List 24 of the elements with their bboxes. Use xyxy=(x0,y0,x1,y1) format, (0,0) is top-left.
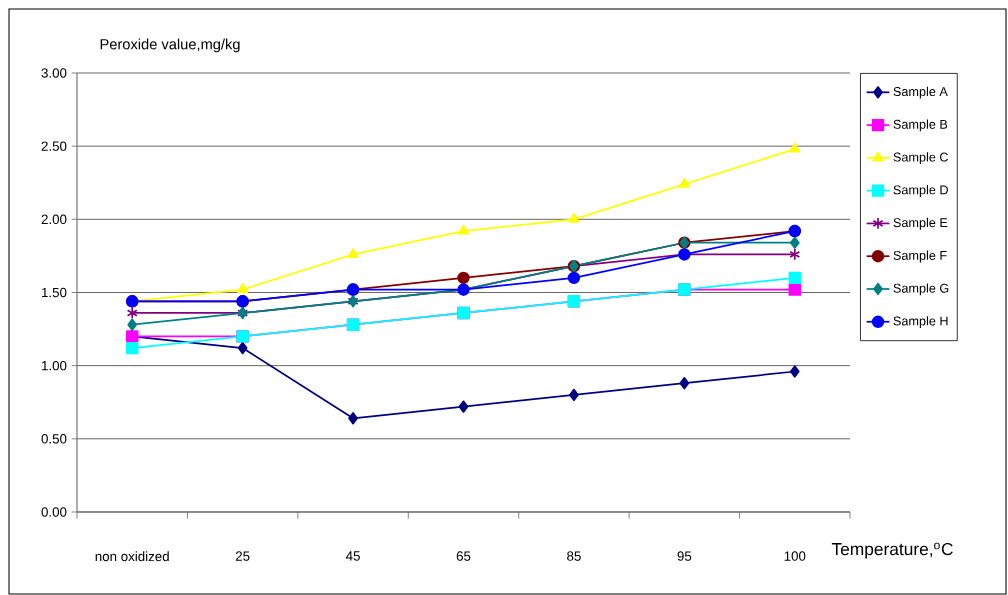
y-axis-title: Peroxide value,mg/kg xyxy=(100,38,240,53)
legend-label: Sample D xyxy=(893,185,948,197)
legend-label: Sample A xyxy=(893,86,948,99)
y-tick-label: 1.50 xyxy=(42,287,67,298)
legend-label: Sample H xyxy=(893,316,948,328)
x-tick-label: 85 xyxy=(567,551,581,561)
x-axis-title: Temperature,$^{o}$C xyxy=(831,542,953,559)
y-tick-label: 0.00 xyxy=(41,507,67,517)
legend-label: Sample G xyxy=(893,283,949,296)
x-tick-label: 45 xyxy=(345,551,360,561)
y-tick-label: 2.50 xyxy=(41,141,67,151)
x-tick-label: 65 xyxy=(456,551,471,561)
x-tick-label: non oxidized xyxy=(95,551,169,562)
legend-label: Sample C xyxy=(893,152,949,165)
legend-label: Sample F xyxy=(893,250,947,263)
y-tick-label: 1.00 xyxy=(42,360,67,371)
y-tick-label: 3.00 xyxy=(41,68,67,78)
x-tick-label: 95 xyxy=(677,551,692,561)
y-tick-label: 0.50 xyxy=(41,434,67,444)
x-tick-label: 100 xyxy=(784,551,806,561)
y-tick-label: 2.00 xyxy=(41,214,67,225)
legend-label: Sample B xyxy=(893,119,948,132)
x-tick-label: 25 xyxy=(235,551,250,561)
legend-label: Sample E xyxy=(893,217,948,230)
